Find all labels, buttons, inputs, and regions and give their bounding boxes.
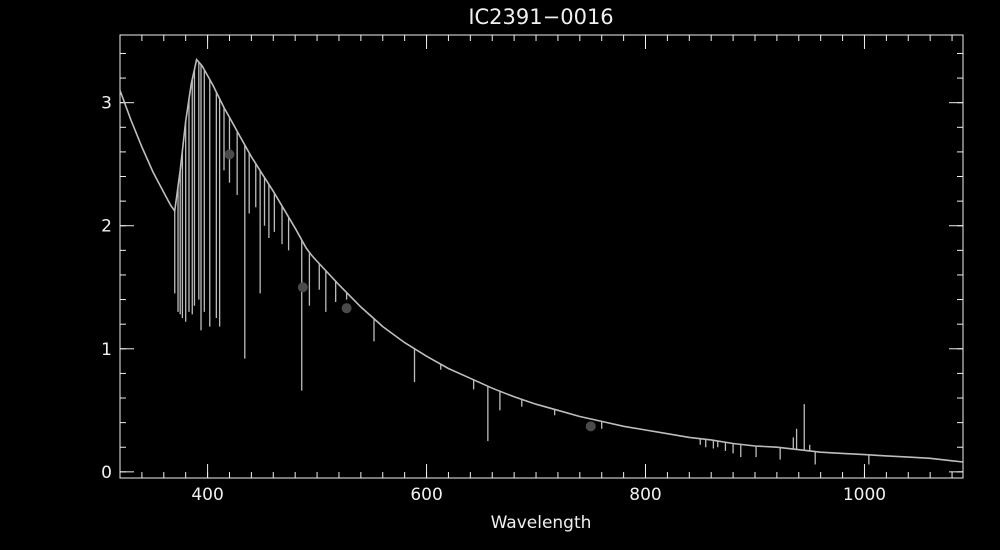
y-tick-label: 0 — [101, 463, 112, 483]
axis-tick-labels: 400 600 800 1000 0 1 2 3 — [101, 94, 886, 505]
spectrum-continuum-line — [119, 57, 964, 463]
axis-ticks — [119, 35, 963, 478]
chart-title: IC2391−0016 — [468, 5, 613, 29]
plot-frame — [119, 34, 964, 479]
photometry-point — [341, 303, 352, 314]
y-tick-label: 1 — [101, 340, 112, 360]
x-tick-label: 1000 — [843, 485, 886, 505]
photometry-point — [297, 282, 308, 293]
photometry-point — [585, 421, 596, 432]
x-tick-label: 400 — [191, 485, 223, 505]
photometry-point — [224, 149, 235, 160]
series-layer — [119, 57, 964, 465]
x-axis-label: Wavelength — [491, 513, 592, 533]
x-tick-label: 800 — [629, 485, 661, 505]
y-tick-label: 3 — [101, 94, 112, 114]
y-tick-label: 2 — [101, 217, 112, 237]
x-tick-label: 600 — [410, 485, 442, 505]
photometry-layer — [224, 149, 596, 432]
